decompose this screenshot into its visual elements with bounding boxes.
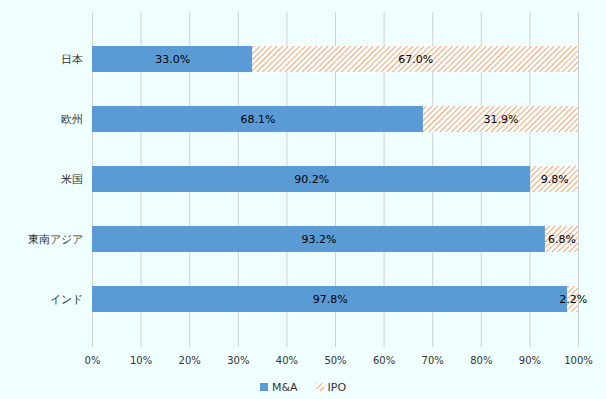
- svg-text:インド: インド: [50, 293, 83, 306]
- svg-text:10%: 10%: [130, 355, 152, 366]
- svg-text:93.2%: 93.2%: [301, 233, 336, 246]
- svg-text:2.2%: 2.2%: [559, 293, 587, 306]
- svg-text:0%: 0%: [85, 355, 101, 366]
- svg-text:日本: 日本: [61, 53, 83, 66]
- svg-text:東南アジア: 東南アジア: [28, 233, 83, 246]
- svg-text:米国: 米国: [61, 173, 83, 186]
- svg-text:67.0%: 67.0%: [398, 53, 433, 66]
- svg-text:30%: 30%: [227, 355, 249, 366]
- svg-text:90.2%: 90.2%: [294, 173, 329, 186]
- svg-text:20%: 20%: [179, 355, 201, 366]
- svg-text:68.1%: 68.1%: [241, 113, 276, 126]
- svg-text:40%: 40%: [276, 355, 298, 366]
- svg-text:80%: 80%: [470, 355, 492, 366]
- svg-text:97.8%: 97.8%: [313, 293, 348, 306]
- svg-text:31.9%: 31.9%: [484, 113, 519, 126]
- html-text:M&A: M&A: [271, 380, 298, 394]
- svg-text:33.0%: 33.0%: [155, 53, 190, 66]
- svg-text:100%: 100%: [564, 355, 593, 366]
- svg-text:9.8%: 9.8%: [541, 173, 569, 186]
- html-text:IPO: IPO: [327, 380, 347, 394]
- svg-text:70%: 70%: [422, 355, 444, 366]
- svg-text:6.8%: 6.8%: [548, 233, 576, 246]
- svg-text:50%: 50%: [324, 355, 346, 366]
- svg-text:90%: 90%: [519, 355, 541, 366]
- svg-text:60%: 60%: [373, 355, 395, 366]
- svg-text:欧州: 欧州: [61, 113, 83, 126]
